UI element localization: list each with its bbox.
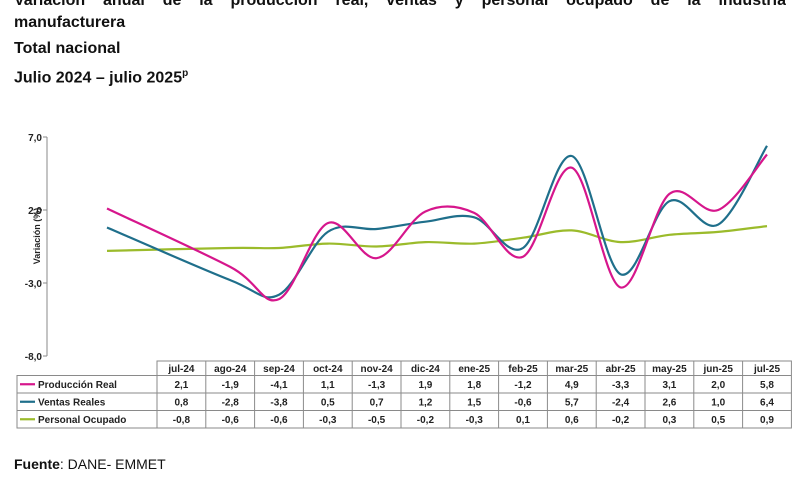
x-tick-label: may-25 [652, 364, 687, 375]
chart-subtitle: Total nacional [14, 40, 121, 57]
data-label: 2,0 [711, 380, 725, 391]
x-tick-label: abr-25 [606, 364, 636, 375]
data-label: 0,1 [516, 415, 530, 426]
data-label: 2,1 [174, 380, 188, 391]
data-label: -0,8 [173, 415, 191, 426]
data-label: -2,8 [222, 397, 240, 408]
x-tick-label: jul-24 [167, 364, 195, 375]
data-label: 0,7 [370, 397, 384, 408]
data-label: -3,3 [612, 380, 630, 391]
data-label: 0,3 [662, 415, 676, 426]
data-label: -0,5 [368, 415, 386, 426]
y-tick-label: 7,0 [28, 133, 42, 144]
data-label: 0,8 [174, 397, 188, 408]
y-tick-label: -3,0 [25, 279, 43, 290]
y-axis-label: Variación (%) [32, 208, 42, 265]
x-tick-label: dic-24 [411, 364, 440, 375]
y-tick-label: -8,0 [25, 352, 43, 363]
x-tick-label: jul-25 [753, 364, 781, 375]
data-label: -0,2 [417, 415, 435, 426]
data-label: 1,2 [418, 397, 432, 408]
data-label: 4,9 [565, 380, 579, 391]
data-label: -0,6 [222, 415, 240, 426]
y-tick-label: 2,0 [28, 206, 42, 217]
data-label: 0,5 [711, 415, 725, 426]
legend-label: Producción Real [38, 380, 117, 391]
data-label: -0,6 [270, 415, 288, 426]
data-label: 1,9 [418, 380, 432, 391]
legend-label: Personal Ocupado [38, 415, 126, 426]
data-label: -2,4 [612, 397, 630, 408]
data-label: -3,8 [270, 397, 288, 408]
source-text: : DANE- EMMET [59, 456, 166, 472]
data-label: 3,1 [662, 380, 676, 391]
data-label: 0,9 [760, 415, 774, 426]
data-label: -0,2 [612, 415, 630, 426]
chart-period: Julio 2024 – julio 2025p [14, 63, 188, 89]
series-line-produccion-real [106, 153, 768, 302]
data-label: -0,6 [514, 397, 532, 408]
data-label: 1,8 [467, 380, 481, 391]
data-label: 5,7 [565, 397, 579, 408]
source-note: Fuente: DANE- EMMET [14, 456, 166, 472]
data-label: 1,5 [467, 397, 481, 408]
data-label: 0,6 [565, 415, 579, 426]
data-label: 2,6 [662, 397, 676, 408]
chart-title-line-2: manufacturera [14, 14, 126, 31]
x-tick-label: ago-24 [214, 364, 247, 375]
source-label: Fuente [14, 456, 60, 472]
data-label: 6,4 [760, 397, 774, 408]
chart-period-superscript: p [182, 68, 189, 79]
data-label: -1,9 [222, 380, 240, 391]
x-tick-label: feb-25 [508, 364, 538, 375]
data-label: -0,3 [319, 415, 337, 426]
data-label: -4,1 [270, 380, 288, 391]
x-tick-label: jun-25 [702, 364, 733, 375]
data-label: -1,3 [368, 380, 386, 391]
x-tick-label: sep-24 [263, 364, 295, 375]
data-label: 1,0 [711, 397, 725, 408]
chart-title-line-1: Variación anual de la producción real, v… [14, 0, 786, 9]
x-tick-label: ene-25 [458, 364, 490, 375]
x-tick-label: mar-25 [555, 364, 588, 375]
legend-label: Ventas Reales [38, 397, 106, 408]
x-tick-label: oct-24 [313, 364, 343, 375]
data-label: 5,8 [760, 380, 774, 391]
x-tick-label: nov-24 [360, 364, 393, 375]
series-line-personal-ocupado [106, 225, 768, 252]
data-label: 1,1 [321, 380, 335, 391]
data-label: -1,2 [514, 380, 532, 391]
series-line-ventas-reales [106, 145, 768, 299]
data-label: -0,3 [466, 415, 484, 426]
data-label: 0,5 [321, 397, 335, 408]
chart-period-text: Julio 2024 – julio 2025 [14, 69, 183, 87]
